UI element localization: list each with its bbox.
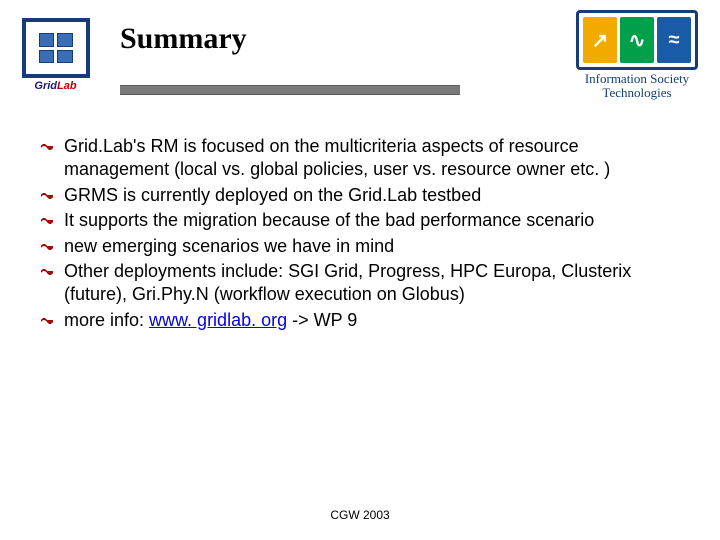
bullet-text: It supports the migration because of the…: [64, 209, 670, 232]
bullet-icon: [40, 260, 64, 307]
list-item: more info: www. gridlab. org -> WP 9: [40, 309, 670, 332]
list-item: Grid.Lab's RM is focused on the multicri…: [40, 135, 670, 182]
gridlab-logo-text: GridLab: [18, 80, 93, 92]
bullet-icon: [40, 209, 64, 232]
more-info-link[interactable]: www. gridlab. org: [149, 310, 287, 330]
bullet-text: Other deployments include: SGI Grid, Pro…: [64, 260, 670, 307]
gridlab-logo-mark: [22, 18, 90, 78]
ist-glyph-arrow-icon: ↗: [583, 17, 617, 63]
bullet-icon: [40, 235, 64, 258]
slide: GridLab Summary ↗ ∿ ≈ Information Societ…: [0, 0, 720, 540]
bullet-icon: [40, 184, 64, 207]
bullet-text: more info: www. gridlab. org -> WP 9: [64, 309, 670, 332]
gridlab-logo: GridLab: [18, 18, 93, 92]
title-underline: [120, 85, 460, 95]
bullet-text: GRMS is currently deployed on the Grid.L…: [64, 184, 670, 207]
ist-logo: ↗ ∿ ≈ Information Society Technologies: [572, 10, 702, 101]
list-item: It supports the migration because of the…: [40, 209, 670, 232]
ist-glyph-wave-icon: ∿: [620, 17, 654, 63]
footer-text: CGW 2003: [0, 508, 720, 522]
bullet-text: Grid.Lab's RM is focused on the multicri…: [64, 135, 670, 182]
list-item: GRMS is currently deployed on the Grid.L…: [40, 184, 670, 207]
bullet-text: new emerging scenarios we have in mind: [64, 235, 670, 258]
list-item: Other deployments include: SGI Grid, Pro…: [40, 260, 670, 307]
ist-glyph-approx-icon: ≈: [657, 17, 691, 63]
bullet-icon: [40, 135, 64, 182]
ist-logo-text: Information Society Technologies: [572, 72, 702, 101]
bullet-icon: [40, 309, 64, 332]
list-item: new emerging scenarios we have in mind: [40, 235, 670, 258]
bullet-list: Grid.Lab's RM is focused on the multicri…: [40, 135, 670, 334]
ist-logo-mark: ↗ ∿ ≈: [576, 10, 698, 70]
slide-title: Summary: [120, 22, 247, 56]
